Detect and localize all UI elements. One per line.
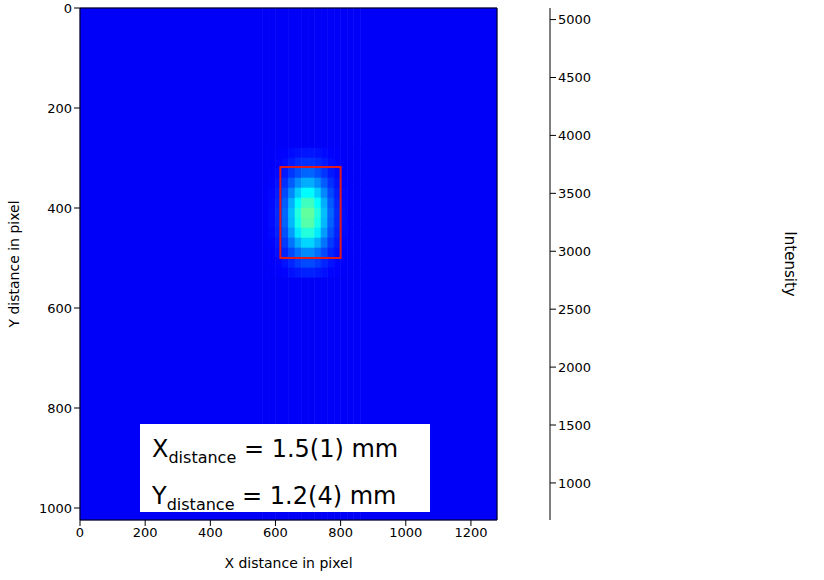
- svg-text:400: 400: [47, 201, 72, 216]
- html-text:Xdistance = 1.5(1) mm: Xdistance = 1.5(1) mm: [152, 435, 399, 467]
- html-text:Intensity: Intensity: [781, 231, 799, 297]
- svg-text:2000: 2000: [558, 360, 591, 375]
- svg-text:1200: 1200: [454, 525, 487, 540]
- svg-text:5000: 5000: [558, 12, 591, 27]
- svg-text:200: 200: [47, 101, 72, 116]
- svg-text:200: 200: [133, 525, 158, 540]
- svg-text:1000: 1000: [39, 501, 72, 516]
- svg-text:Y distance in pixel: Y distance in pixel: [6, 200, 22, 328]
- svg-text:800: 800: [328, 525, 353, 540]
- svg-text:400: 400: [198, 525, 223, 540]
- svg-text:4000: 4000: [558, 128, 591, 143]
- svg-text:2500: 2500: [558, 302, 591, 317]
- svg-text:1000: 1000: [558, 476, 591, 491]
- svg-text:600: 600: [263, 525, 288, 540]
- svg-text:1000: 1000: [389, 525, 422, 540]
- svg-text:1500: 1500: [558, 418, 591, 433]
- svg-text:0: 0: [76, 525, 84, 540]
- svg-text:4500: 4500: [558, 70, 591, 85]
- svg-text:800: 800: [47, 401, 72, 416]
- svg-text:0: 0: [64, 1, 72, 16]
- html-text:Ydistance = 1.2(4) mm: Ydistance = 1.2(4) mm: [152, 481, 397, 514]
- svg-text:600: 600: [47, 301, 72, 316]
- svg-text:3500: 3500: [558, 186, 591, 201]
- svg-text:3000: 3000: [558, 244, 591, 259]
- svg-text:X distance in pixel: X distance in pixel: [224, 555, 352, 571]
